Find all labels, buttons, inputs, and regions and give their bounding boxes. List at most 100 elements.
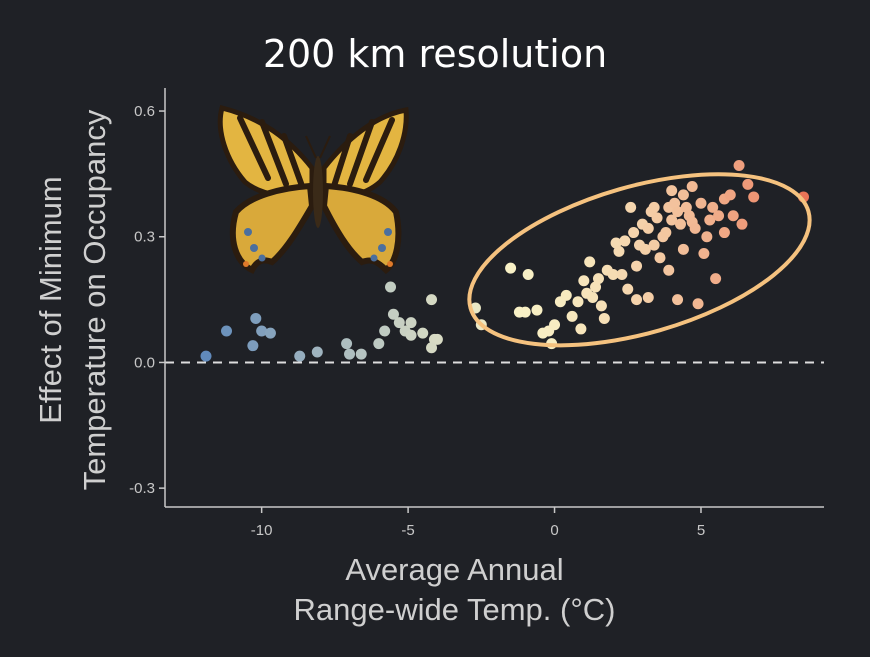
axes: -0.3 0.0 0.3 0.6 -10 -5 0 5 Average Annual Range-… [33,88,824,627]
data-point [405,329,417,341]
data-point [651,212,663,224]
data-point [707,201,719,213]
data-point [686,180,698,192]
data-point [385,281,397,293]
data-point [642,222,654,234]
y-tick-label: -0.3 [129,480,155,497]
data-point [373,338,385,350]
data-point [590,281,602,293]
data-point [592,273,604,285]
data-point [616,268,628,280]
data-point [519,306,531,318]
data-point [672,206,684,218]
data-point [619,235,631,247]
data-point [613,245,625,257]
data-point [587,292,599,303]
data-point [660,227,672,239]
y-axis-title-line: Temperature on Occupancy [77,109,112,490]
data-point [674,218,686,230]
data-point [531,304,543,316]
data-point [625,201,637,213]
data-point [704,214,716,226]
y-tick-label: 0.3 [134,229,155,246]
data-point [663,264,675,276]
data-point [549,319,561,331]
data-point [250,312,262,324]
data-point [736,218,748,230]
data-point [718,227,730,239]
x-tick-label: -5 [401,522,414,539]
data-point [654,252,666,264]
data-point [669,197,681,209]
data-point [727,210,739,222]
data-point [355,348,367,360]
data-point [648,201,660,213]
x-tick-label: 5 [697,522,705,539]
data-point [431,333,443,345]
data-point [221,325,233,337]
data-point [575,323,587,335]
data-point [610,237,622,249]
butterfly-antenna-right [319,135,331,159]
data-point [622,283,634,295]
data-point [631,294,643,306]
data-point [698,248,710,260]
data-point [294,350,306,362]
data-point [695,197,707,209]
data-point [572,296,584,308]
data-point [642,292,654,303]
data-point [256,325,268,337]
plot-area [165,160,824,364]
x-tick-label: 0 [550,522,558,539]
data-point [607,268,619,280]
data-point [701,231,713,243]
butterfly-spots [244,228,392,262]
data-point [344,348,356,360]
data-point [672,294,684,306]
data-point [578,275,590,287]
data-point [584,256,596,268]
data-point [311,346,323,358]
data-point [713,210,725,222]
data-point [247,340,259,352]
data-point [426,294,438,306]
data-point [264,327,276,339]
data-point [677,243,689,255]
data-point [522,268,534,280]
butterfly-right-hindwing [320,182,402,275]
butterfly-body [313,156,323,228]
x-axis-title-line: Average Annual [345,552,563,587]
highlight-ellipse [467,172,812,348]
data-point [341,338,353,350]
data-point [648,239,660,251]
butterfly-stripes [237,115,395,189]
y-tick-label: 0.0 [134,354,155,371]
y-tick-label: 0.6 [134,103,155,120]
data-point [379,325,391,337]
chart-title: 200 km resolution [262,32,608,76]
data-point [733,160,745,172]
data-point [748,191,760,203]
data-point [505,262,517,274]
data-point [692,298,704,310]
data-point [405,317,417,329]
data-point [666,214,678,226]
y-axis-title-line: Effect of Minimum [33,176,68,424]
data-point [595,300,607,312]
butterfly-orange-spots [243,261,393,267]
x-axis-title-line: Range-wide Temp. (°C) [294,592,616,627]
data-point [417,327,429,339]
data-point [689,222,701,234]
data-point [560,289,572,301]
x-tick-label: -10 [251,522,273,539]
data-point [631,260,643,272]
butterfly-left-hindwing [229,182,316,275]
data-point [724,189,736,201]
data-point [566,310,578,322]
data-point [598,312,610,324]
butterfly-antenna-left [305,135,317,159]
data-point [628,227,640,239]
butterfly-image [217,104,409,275]
data-point [677,189,689,201]
